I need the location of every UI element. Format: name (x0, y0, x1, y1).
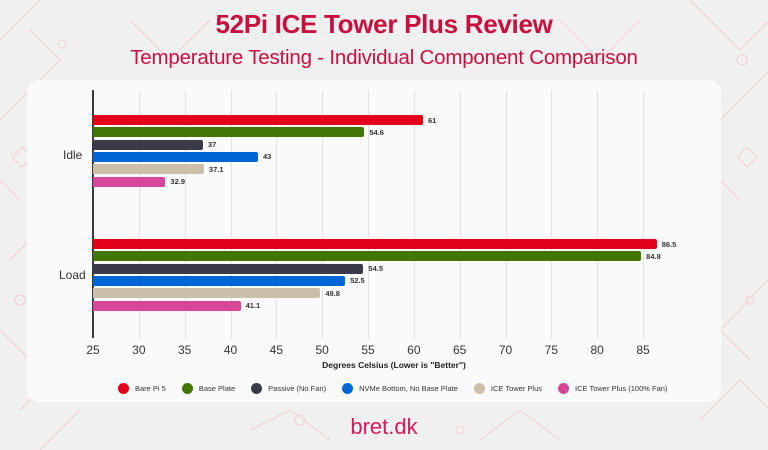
data-label: 61 (428, 115, 437, 125)
legend-label: ICE Tower Plus (100% Fan) (575, 384, 668, 393)
bar-load[interactable] (93, 275, 346, 286)
x-tick-label: 75 (544, 343, 558, 357)
gridline (139, 90, 140, 338)
data-label: 52.5 (350, 276, 365, 286)
legend-label: Base Plate (198, 384, 236, 393)
legend-swatch-icon (342, 383, 354, 394)
category-label-load: Load (59, 268, 86, 282)
gridline (414, 90, 415, 338)
x-tick-label: 40 (223, 343, 238, 357)
legend-item[interactable]: ICE Tower Plus (100% Fan) (558, 383, 667, 394)
legend-label: Bare Pi 5 (135, 384, 166, 393)
legend-swatch-icon (118, 383, 129, 394)
x-tick-label: 65 (452, 343, 467, 357)
legend-label: ICE Tower Plus (490, 384, 543, 393)
bar-load[interactable] (93, 288, 321, 299)
gridline (276, 90, 277, 338)
bar-idle[interactable] (93, 127, 365, 138)
data-label: 37 (208, 140, 217, 150)
legend-item[interactable]: ICE Tower Plus (473, 383, 543, 394)
data-label: 54.6 (369, 127, 384, 137)
x-tick-label: 35 (177, 343, 192, 357)
gridline (643, 90, 644, 338)
legend-item[interactable]: Passive (No Fan) (251, 383, 326, 394)
gridline (551, 90, 552, 338)
data-label: 43 (263, 152, 272, 162)
bar-load[interactable] (93, 239, 657, 249)
data-label: 37.1 (208, 164, 224, 174)
bar-load[interactable] (93, 300, 241, 311)
gridline (506, 90, 507, 338)
legend-swatch-icon (251, 383, 263, 394)
gridline (597, 90, 598, 338)
data-label: 41.1 (245, 301, 261, 310)
legend-swatch-icon (558, 383, 570, 394)
data-label: 86.5 (661, 239, 677, 249)
gridline (322, 90, 323, 338)
legend-item[interactable]: Base Plate (181, 383, 236, 394)
legend-item[interactable]: NVMe Bottom, No Base Plate (342, 383, 458, 394)
x-tick-label: 85 (636, 343, 650, 357)
chart-subtitle: Temperature Testing - Individual Compone… (130, 46, 638, 69)
x-tick-label: 30 (132, 343, 146, 357)
bar-load[interactable] (93, 251, 642, 262)
gridline (231, 90, 232, 338)
bar-idle[interactable] (93, 176, 166, 187)
x-tick-label: 55 (361, 343, 375, 357)
category-label-idle: Idle (63, 148, 83, 162)
x-tick-label: 50 (315, 343, 329, 357)
data-label: 32.9 (170, 177, 186, 186)
legend: Bare Pi 5 Base Plate Passive (No Fan) NVMe … (118, 383, 683, 394)
legend-item[interactable]: Bare Pi 5 (118, 383, 166, 394)
bar-idle[interactable] (93, 115, 423, 125)
data-label: 49.8 (325, 288, 340, 298)
bar-load[interactable] (93, 263, 364, 274)
legend-swatch-icon (473, 383, 485, 394)
x-axis-label: Degrees Celsius (Lower is "Better") (322, 360, 466, 370)
data-label: 84.8 (646, 251, 661, 261)
chart-title: 52Pi ICE Tower Plus Review (215, 9, 553, 39)
legend-label: Passive (No Fan) (268, 384, 327, 393)
x-tick-label: 80 (590, 343, 604, 357)
y-axis-line (92, 90, 94, 338)
bar-idle[interactable] (93, 151, 258, 162)
x-tick-label: 60 (407, 343, 421, 357)
x-tick-label: 45 (269, 343, 283, 357)
x-tick-label: 70 (498, 343, 513, 357)
x-tick-label: 25 (86, 343, 100, 357)
data-label: 54.5 (368, 264, 384, 274)
bar-idle[interactable] (93, 164, 204, 175)
gridline (185, 90, 186, 338)
gridline (460, 90, 461, 338)
bar-idle[interactable] (93, 139, 203, 150)
gridline (368, 90, 369, 338)
footer-brand: bret.dk (350, 414, 418, 439)
legend-label: NVMe Bottom, No Base Plate (359, 384, 458, 393)
legend-swatch-icon (181, 383, 193, 394)
